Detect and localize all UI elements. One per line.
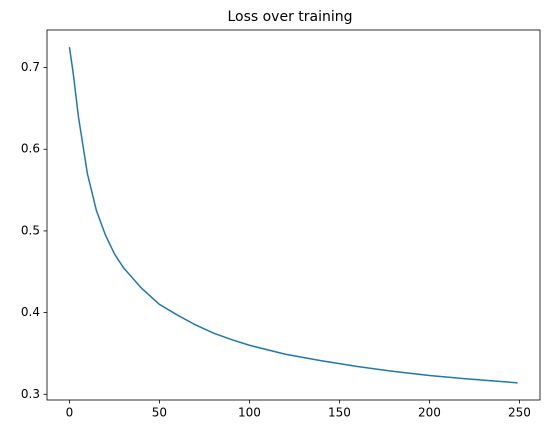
y-tick-label: 0.6 (21, 142, 40, 156)
x-tick-label: 100 (238, 406, 261, 420)
x-tick-label: 0 (66, 406, 74, 420)
chart-title: Loss over training (227, 9, 352, 25)
x-tick-label: 200 (418, 406, 441, 420)
y-tick-label: 0.4 (21, 305, 40, 319)
y-tick-label: 0.5 (21, 223, 40, 237)
y-tick-label: 0.7 (21, 60, 40, 74)
x-tick-label: 250 (508, 406, 531, 420)
x-tick-label: 50 (152, 406, 167, 420)
loss-line (68, 47, 518, 384)
y-tick-label: 0.3 (21, 387, 40, 401)
axes-frame (46, 29, 541, 401)
x-tick-label: 150 (328, 406, 351, 420)
